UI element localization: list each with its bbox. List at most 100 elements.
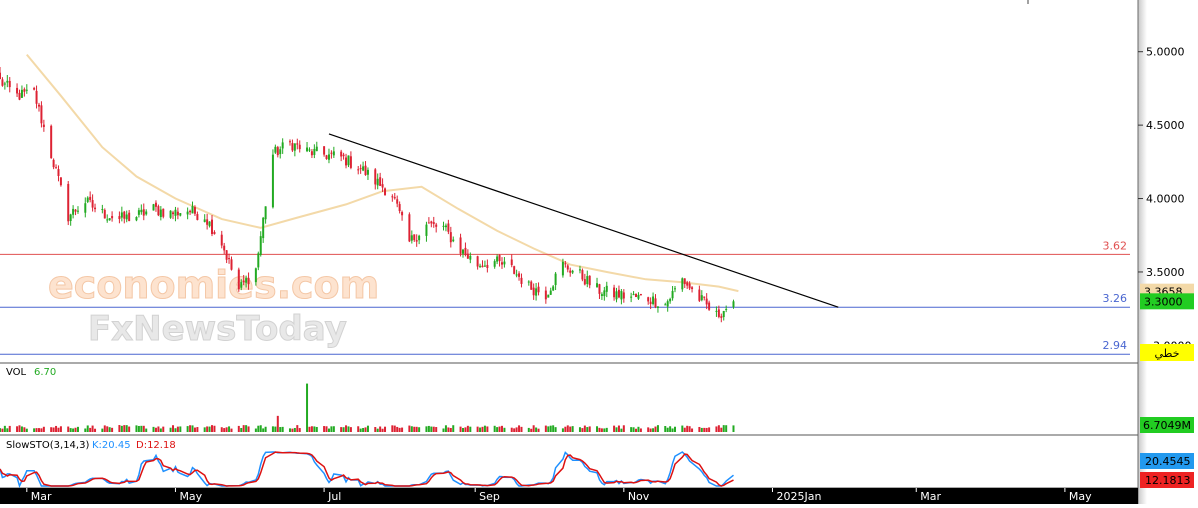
volume-bar <box>362 428 365 432</box>
volume-bar <box>686 425 689 432</box>
volume-bar <box>449 427 452 432</box>
mode-badge[interactable] <box>1140 344 1194 361</box>
candle <box>327 148 330 164</box>
volume-bar <box>620 428 623 432</box>
volume-bar <box>111 427 114 432</box>
volume-bar <box>466 425 469 432</box>
volume-bar <box>469 426 472 432</box>
volume-bar <box>647 427 650 432</box>
volume-bar <box>700 427 703 432</box>
candle <box>86 196 89 204</box>
candle <box>196 211 199 221</box>
candle <box>135 216 138 222</box>
volume-bar <box>91 425 94 432</box>
candle <box>466 249 469 259</box>
candle <box>94 203 97 213</box>
candle <box>596 277 599 288</box>
candle <box>374 168 377 190</box>
price-panel[interactable] <box>0 0 1138 363</box>
volume-bar <box>225 427 228 432</box>
candle <box>520 273 523 288</box>
volume-bar <box>561 428 564 432</box>
volume-bar <box>681 425 684 432</box>
volume-bar <box>366 425 369 432</box>
candle <box>57 165 60 182</box>
volume-badge <box>1140 417 1194 433</box>
candle <box>25 84 28 94</box>
candle <box>632 291 635 296</box>
volume-bar <box>313 426 316 432</box>
candle <box>698 285 701 303</box>
candle <box>108 218 111 221</box>
time-tick-label: Mar <box>31 490 52 503</box>
candle <box>37 102 40 112</box>
volume-bar <box>498 426 501 432</box>
volume-bar <box>257 425 260 432</box>
candle <box>720 313 723 323</box>
candle <box>564 260 567 268</box>
volume-bar <box>86 425 89 432</box>
volume-bar <box>332 426 335 432</box>
volume-bar <box>393 425 396 432</box>
volume-bar <box>425 426 428 432</box>
volume-bar <box>120 425 123 432</box>
volume-bar <box>379 426 382 432</box>
candle <box>583 273 586 286</box>
mode-badge-text: خطي <box>1155 347 1180 360</box>
candle <box>639 293 642 296</box>
time-axis[interactable] <box>0 488 1138 504</box>
candle <box>569 267 572 277</box>
volume-bar <box>159 428 162 432</box>
candle <box>118 211 121 224</box>
candle <box>52 158 55 170</box>
volume-bar <box>123 425 126 432</box>
volume-bar <box>259 425 262 432</box>
candle <box>315 141 318 152</box>
volume-bar <box>581 428 584 432</box>
candle <box>345 153 348 169</box>
candle <box>652 292 655 306</box>
volume-bar <box>349 427 352 432</box>
volume-bar <box>228 426 231 432</box>
time-tick-label: Nov <box>628 490 650 503</box>
oscillator-panel[interactable] <box>0 436 1138 488</box>
time-tick-label: May <box>1069 490 1092 503</box>
volume-panel[interactable] <box>0 364 1138 435</box>
candle <box>276 145 279 158</box>
candle <box>349 151 352 170</box>
volume-bar <box>481 426 484 432</box>
candle <box>393 192 396 200</box>
candle <box>74 209 77 216</box>
volume-bar <box>444 425 447 432</box>
volume-bar <box>527 427 530 432</box>
volume-bar <box>140 425 143 432</box>
candle <box>91 194 94 212</box>
candle <box>340 149 343 162</box>
volume-bar <box>94 428 97 432</box>
candle <box>479 263 482 269</box>
candle <box>444 223 447 232</box>
volume-bar <box>513 428 516 432</box>
candle <box>16 83 19 97</box>
volume-bar <box>33 428 36 432</box>
candle <box>413 234 416 242</box>
volume-bar <box>605 427 608 432</box>
time-ticks: Mar May Jul Sep Nov 2025Jan Mar May <box>26 488 1092 503</box>
candle <box>279 146 282 159</box>
volume-bar <box>544 425 547 432</box>
candle <box>172 210 175 220</box>
volume-bar <box>432 426 435 432</box>
candle <box>306 142 309 153</box>
volume-bar <box>515 427 518 432</box>
candle <box>293 143 296 157</box>
candle <box>620 289 623 305</box>
trendline[interactable] <box>328 133 839 308</box>
volume-bar <box>281 426 284 432</box>
volume-bar <box>666 427 669 432</box>
candle <box>237 267 240 292</box>
candle <box>189 209 192 216</box>
candle <box>33 86 36 91</box>
volume-bar <box>603 428 606 432</box>
candle <box>220 230 223 249</box>
